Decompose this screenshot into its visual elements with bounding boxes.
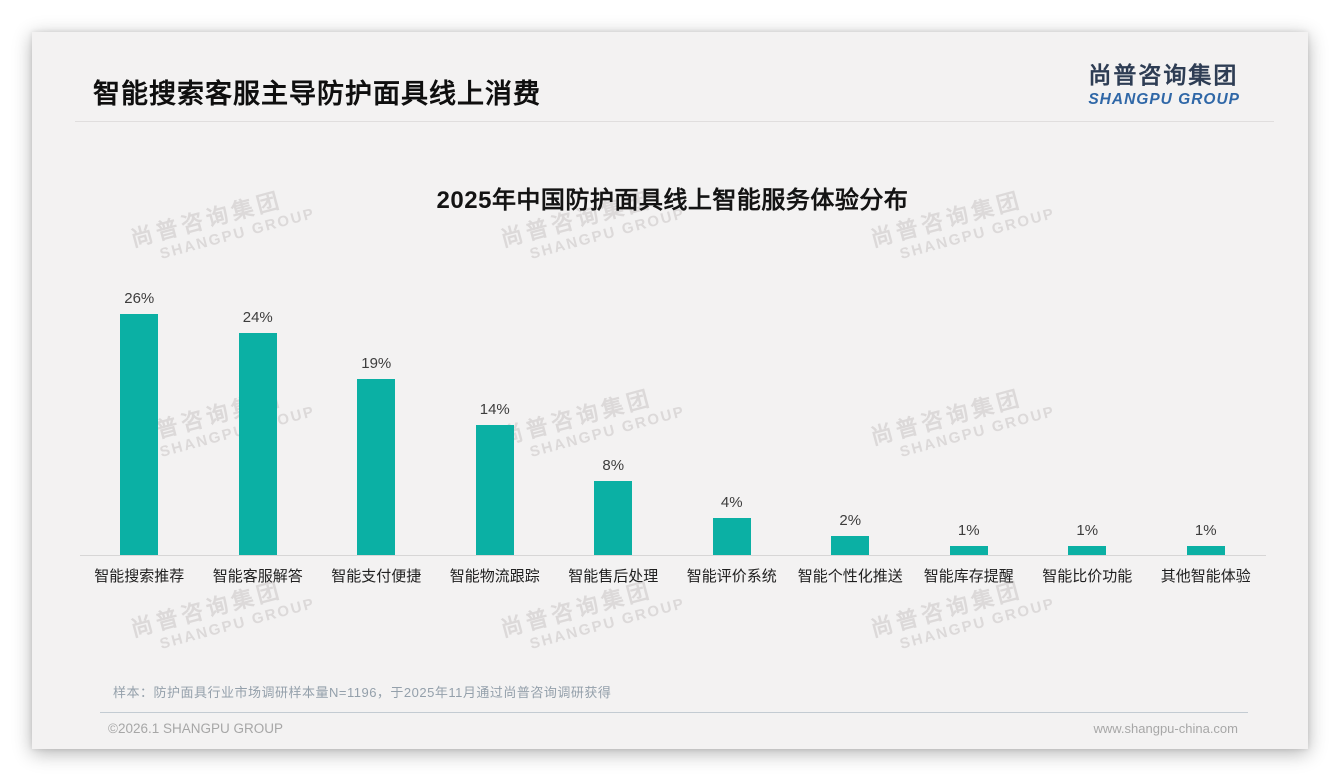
- bar-value-label: 2%: [839, 512, 862, 529]
- bar-column: 24%: [199, 272, 318, 555]
- bar-column: 26%: [80, 272, 199, 555]
- bar: [831, 536, 870, 555]
- category-label: 智能客服解答: [212, 568, 303, 585]
- bar-column: 1%: [1147, 272, 1266, 555]
- bar: [1186, 546, 1225, 555]
- category-label: 智能比价功能: [1042, 568, 1133, 585]
- x-axis-line: [80, 555, 1266, 556]
- x-axis-labels: 智能搜索推荐 智能客服解答 智能支付便捷 智能物流跟踪 智能售后处理 智能评价系统 智能个性…: [80, 565, 1265, 586]
- bar: [120, 314, 159, 555]
- bar: [238, 333, 277, 555]
- category-label: 智能支付便捷: [331, 568, 422, 585]
- logo-cn-text: 尚普咨询集团: [1088, 62, 1239, 88]
- bar-value-label: 1%: [1194, 522, 1217, 539]
- plot-area: 26% 24% 19% 14% 8% 4% 2% 1% 1% 1%: [80, 272, 1265, 555]
- bar: [949, 546, 988, 555]
- bar-value-label: 8%: [602, 457, 625, 474]
- category-label: 其他智能体验: [1160, 568, 1251, 585]
- category-label: 智能个性化推送: [797, 568, 903, 585]
- watermark-en-text: SHANGPU GROUP: [528, 594, 688, 653]
- category-label: 智能评价系统: [686, 568, 777, 585]
- bar: [1068, 546, 1107, 555]
- footer-divider: [100, 712, 1248, 713]
- bar-column: 19%: [317, 272, 436, 555]
- bar-value-label: 1%: [957, 522, 980, 539]
- bar-value-label: 14%: [479, 401, 510, 418]
- slide-card: 尚普咨询集团 SHANGPU GROUP 尚普咨询集团 SHANGPU GROUP 尚普…: [32, 32, 1308, 749]
- company-logo: 尚普咨询集团 SHANGPU GROUP: [1088, 56, 1240, 109]
- bar: [712, 518, 751, 555]
- bar-column: 1%: [910, 272, 1029, 555]
- bar-value-label: 4%: [720, 494, 743, 511]
- bar-column: 1%: [1028, 272, 1147, 555]
- bar-column: 2%: [791, 272, 910, 555]
- bar: [357, 379, 396, 555]
- bar-column: 8%: [554, 272, 673, 555]
- footer-website: www.shangpu-china.com: [1093, 721, 1238, 736]
- logo-en-text: SHANGPU GROUP: [1088, 91, 1240, 108]
- bar-value-label: 24%: [242, 309, 273, 326]
- bar-chart: 26% 24% 19% 14% 8% 4% 2% 1% 1% 1%: [80, 272, 1265, 555]
- bar: [475, 425, 514, 555]
- category-label: 智能搜索推荐: [94, 568, 185, 585]
- bar-column: 14%: [436, 272, 555, 555]
- bar-column: 4%: [673, 272, 792, 555]
- title-divider: [75, 121, 1274, 122]
- watermark-en-text: SHANGPU GROUP: [158, 594, 318, 653]
- bar-value-label: 19%: [361, 355, 392, 372]
- bar-value-label: 26%: [124, 290, 155, 307]
- page-title: 智能搜索客服主导防护面具线上消费: [93, 79, 541, 109]
- category-label: 智能库存提醒: [923, 568, 1014, 585]
- chart-title: 2025年中国防护面具线上智能服务体验分布: [436, 187, 909, 214]
- category-label: 智能售后处理: [568, 568, 659, 585]
- bar: [594, 481, 633, 555]
- watermark-en-text: SHANGPU GROUP: [898, 594, 1058, 653]
- footer-copyright: ©2026.1 SHANGPU GROUP: [108, 721, 284, 736]
- category-label: 智能物流跟踪: [449, 568, 540, 585]
- sample-footnote: 样本：防护面具行业市场调研样本量N=1196，于2025年11月通过尚普咨询调研…: [113, 685, 612, 700]
- bar-value-label: 1%: [1076, 522, 1099, 539]
